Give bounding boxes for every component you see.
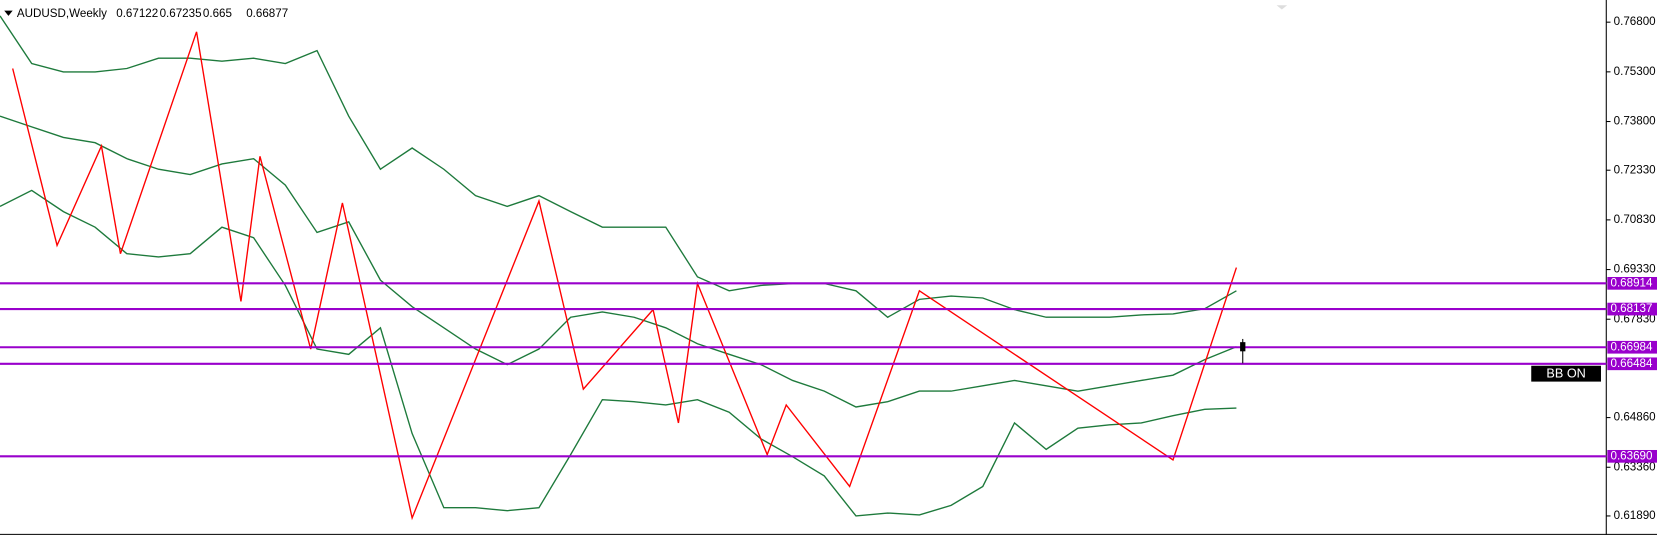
high-label: 0.67235 [160,7,202,20]
candle-body [1240,342,1246,352]
level-tag [1607,302,1657,316]
open-label: 0.67122 [116,7,158,20]
level-label: 0.66984 [1611,340,1654,353]
y-tick-label: 0.70830 [1614,213,1656,226]
annotation-box [1531,365,1601,382]
low-label: 0.665 [203,7,232,20]
indicator-line [0,115,1237,408]
menu-triangle[interactable] [4,10,13,16]
indicator-line [0,189,1237,517]
y-tick-label: 0.69330 [1614,263,1656,276]
y-tick-label: 0.72330 [1614,163,1656,176]
level-label: 0.68914 [1611,276,1654,289]
y-tick-label: 0.67830 [1614,312,1656,325]
indicator-line [0,15,1237,319]
symbol-label: AUDUSD,Weekly [17,7,107,20]
level-tag [1607,449,1657,463]
annotation: BB ON [1546,367,1585,381]
level-label: 0.66484 [1611,357,1654,370]
close-label: 0.66877 [246,7,288,20]
level-label: 0.68137 [1611,302,1653,315]
level-tag [1607,340,1657,354]
y-tick-label: 0.63360 [1614,460,1656,473]
y-tick-label: 0.76800 [1614,15,1656,28]
level-label: 0.63690 [1611,449,1653,462]
y-tick-label: 0.64860 [1614,411,1656,424]
shift-marker [1276,5,1288,10]
level-tag [1607,357,1657,371]
y-tick-label: 0.75300 [1614,65,1656,78]
level-tag [1607,276,1657,290]
y-tick-label: 0.61890 [1614,509,1656,522]
indicator-line [12,31,1238,521]
y-tick-label: 0.73800 [1614,115,1656,128]
